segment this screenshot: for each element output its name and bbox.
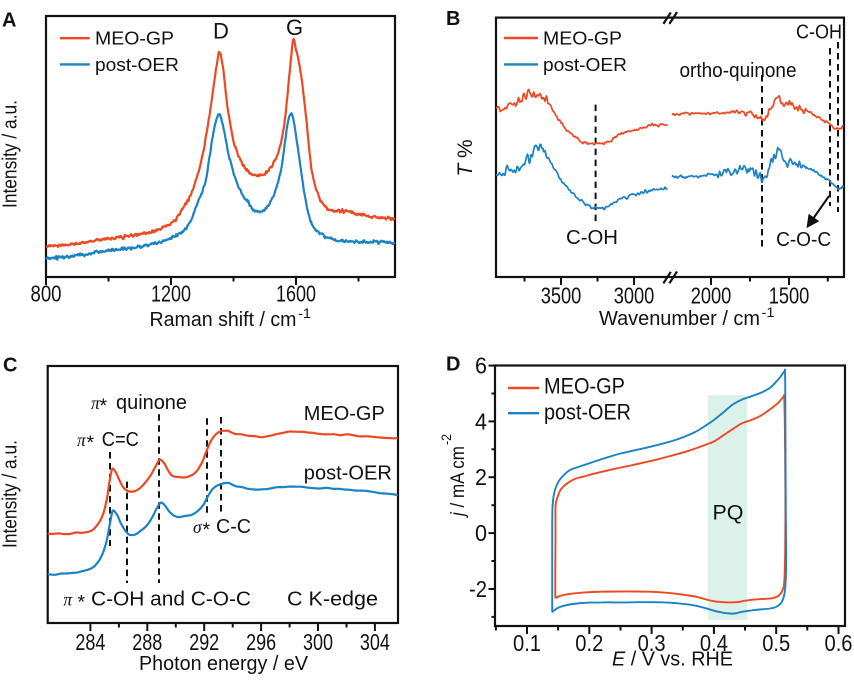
svg-text:0.1: 0.1 bbox=[513, 630, 541, 656]
svg-text:304: 304 bbox=[360, 629, 390, 655]
svg-text:3000: 3000 bbox=[614, 283, 655, 309]
svg-text:Raman shift / cm: Raman shift / cm bbox=[150, 309, 297, 331]
svg-text:0.5: 0.5 bbox=[762, 630, 790, 656]
svg-text:284: 284 bbox=[75, 629, 105, 655]
svg-text:E / V vs. RHE: E / V vs. RHE bbox=[612, 649, 733, 671]
svg-text:288: 288 bbox=[132, 629, 162, 655]
svg-text:6: 6 bbox=[475, 353, 487, 379]
svg-text:G: G bbox=[286, 15, 303, 40]
svg-text:*: * bbox=[100, 395, 108, 417]
svg-text:3500: 3500 bbox=[541, 283, 582, 309]
svg-text:*: * bbox=[87, 432, 95, 454]
svg-text:300: 300 bbox=[303, 629, 333, 655]
svg-text:j / mA cm: j / mA cm bbox=[447, 446, 469, 519]
svg-text:Wavenumber / cm: Wavenumber / cm bbox=[599, 308, 760, 330]
svg-text:PQ: PQ bbox=[713, 501, 744, 525]
svg-text:C-OH and C-O-C: C-OH and C-O-C bbox=[91, 589, 251, 611]
svg-text:1200: 1200 bbox=[151, 281, 191, 307]
svg-text:0.2: 0.2 bbox=[575, 630, 603, 656]
svg-text:*: * bbox=[78, 592, 86, 614]
svg-text:B: B bbox=[446, 8, 460, 30]
svg-text:*: * bbox=[203, 519, 211, 541]
svg-text:T %: T % bbox=[454, 139, 477, 176]
svg-text:C=C: C=C bbox=[102, 429, 139, 451]
svg-text:2: 2 bbox=[475, 464, 487, 490]
svg-text:0.4: 0.4 bbox=[700, 630, 728, 656]
svg-text:-1: -1 bbox=[762, 304, 775, 320]
svg-text:2000: 2000 bbox=[691, 283, 732, 309]
svg-text:ortho-quinone: ortho-quinone bbox=[680, 60, 797, 82]
svg-text:post-OER: post-OER bbox=[544, 399, 631, 424]
svg-text:-2: -2 bbox=[438, 434, 454, 445]
svg-text:Intensity / a.u.: Intensity / a.u. bbox=[0, 100, 22, 208]
svg-text:C-O-C: C-O-C bbox=[776, 229, 831, 251]
svg-text:post-OER: post-OER bbox=[95, 55, 179, 75]
svg-text:296: 296 bbox=[246, 629, 276, 655]
svg-text:MEO-GP: MEO-GP bbox=[95, 29, 174, 49]
svg-text:Intensity / a.u.: Intensity / a.u. bbox=[0, 440, 22, 548]
svg-text:1500: 1500 bbox=[769, 283, 810, 309]
svg-text:C-OH: C-OH bbox=[566, 227, 618, 249]
svg-text:C-OH: C-OH bbox=[796, 22, 842, 44]
svg-text:π: π bbox=[91, 393, 101, 413]
svg-text:292: 292 bbox=[189, 629, 219, 655]
svg-text:-2: -2 bbox=[469, 576, 487, 602]
svg-text:1600: 1600 bbox=[276, 281, 316, 307]
svg-text:MEO-GP: MEO-GP bbox=[304, 403, 385, 425]
svg-text:quinone: quinone bbox=[116, 392, 187, 414]
svg-text:σ: σ bbox=[193, 517, 203, 537]
svg-text:800: 800 bbox=[31, 281, 62, 307]
svg-text:C-C: C-C bbox=[216, 516, 251, 538]
svg-text:D: D bbox=[213, 19, 229, 44]
svg-text:MEO-GP: MEO-GP bbox=[544, 373, 625, 398]
svg-text:π: π bbox=[63, 590, 73, 610]
svg-text:post-OER: post-OER bbox=[304, 463, 392, 485]
svg-text:4: 4 bbox=[475, 408, 487, 434]
svg-text:A: A bbox=[2, 9, 16, 31]
svg-text:MEO-GP: MEO-GP bbox=[543, 29, 622, 49]
svg-text:0: 0 bbox=[475, 520, 487, 546]
svg-text:0.6: 0.6 bbox=[825, 630, 853, 656]
svg-text:D: D bbox=[446, 354, 460, 376]
svg-text:C K-edge: C K-edge bbox=[287, 589, 378, 611]
svg-text:post-OER: post-OER bbox=[543, 55, 627, 75]
svg-text:C: C bbox=[3, 354, 17, 376]
svg-text:Photon energy / eV: Photon energy / eV bbox=[139, 653, 309, 675]
svg-text:0.3: 0.3 bbox=[638, 630, 666, 656]
svg-text:-1: -1 bbox=[298, 305, 311, 321]
svg-text:π: π bbox=[77, 430, 87, 450]
